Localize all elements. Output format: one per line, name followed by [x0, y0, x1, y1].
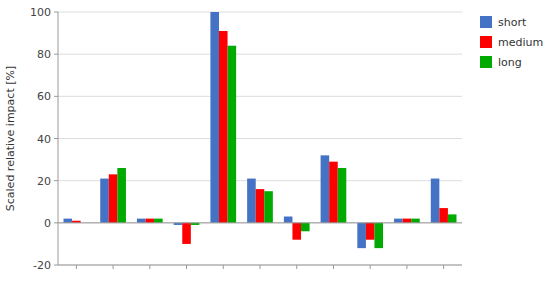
y-axis-label: Scaled relative impact [%] — [4, 66, 17, 211]
bar — [146, 219, 155, 223]
legend-label: medium — [498, 36, 543, 49]
x-axis — [58, 265, 462, 269]
x-tick — [296, 265, 297, 269]
y-tick — [54, 222, 58, 223]
bar — [247, 179, 256, 223]
bar — [411, 219, 420, 223]
y-tick-label: 100 — [30, 6, 51, 19]
x-tick — [443, 265, 444, 269]
bar — [219, 31, 228, 223]
legend-swatch — [480, 36, 492, 48]
bar — [228, 46, 237, 223]
bar — [264, 191, 273, 223]
grid-line — [58, 96, 462, 97]
chart: -20 0 20 40 60 80 100 Scaled relative impact [%… — [0, 0, 554, 283]
bar — [109, 174, 118, 222]
bar — [366, 223, 375, 240]
bar — [357, 223, 366, 248]
x-tick — [223, 265, 224, 269]
legend-swatch — [480, 56, 492, 68]
y-axis-line — [58, 12, 59, 265]
bar — [374, 223, 383, 248]
bar — [64, 219, 73, 223]
x-tick — [186, 265, 187, 269]
grid-line — [58, 12, 462, 13]
bar — [394, 219, 403, 223]
y-tick-label: -20 — [33, 259, 51, 272]
y-tick — [54, 265, 58, 266]
bar — [329, 162, 338, 223]
y-tick — [54, 96, 58, 97]
legend: short medium long — [480, 16, 543, 69]
bar — [448, 214, 457, 222]
grid-line — [58, 222, 462, 223]
x-tick — [406, 265, 407, 269]
y-tick-label: 60 — [37, 90, 51, 103]
bar — [256, 189, 265, 223]
bar — [431, 179, 440, 223]
bar — [210, 12, 219, 223]
legend-swatch — [480, 16, 492, 28]
y-tick — [54, 12, 58, 13]
grid-line — [58, 138, 462, 139]
bar — [117, 168, 126, 223]
bar — [439, 208, 448, 223]
y-tick — [54, 138, 58, 139]
y-tick-label: 0 — [44, 217, 51, 230]
y-tick-label: 40 — [37, 133, 51, 146]
legend-label: long — [498, 56, 522, 69]
x-tick — [113, 265, 114, 269]
x-tick — [76, 265, 77, 269]
x-tick — [260, 265, 261, 269]
bars — [64, 12, 457, 248]
bar — [100, 179, 109, 223]
grid-line — [58, 54, 462, 55]
bar — [338, 168, 347, 223]
bar — [182, 223, 191, 244]
legend-label: short — [498, 16, 527, 29]
bar — [301, 223, 310, 231]
bar — [403, 219, 412, 223]
zero-line — [58, 222, 462, 223]
bar — [284, 217, 293, 223]
x-tick — [333, 265, 334, 269]
x-tick — [149, 265, 150, 269]
y-tick — [54, 54, 58, 55]
bar — [137, 219, 146, 223]
bar — [292, 223, 301, 240]
y-axis: -20 0 20 40 60 80 100 — [30, 6, 58, 272]
grid — [58, 12, 462, 265]
y-tick — [54, 180, 58, 181]
bar — [154, 219, 163, 223]
y-tick-label: 20 — [37, 175, 51, 188]
x-tick — [370, 265, 371, 269]
bar — [321, 155, 330, 222]
y-tick-label: 80 — [37, 48, 51, 61]
